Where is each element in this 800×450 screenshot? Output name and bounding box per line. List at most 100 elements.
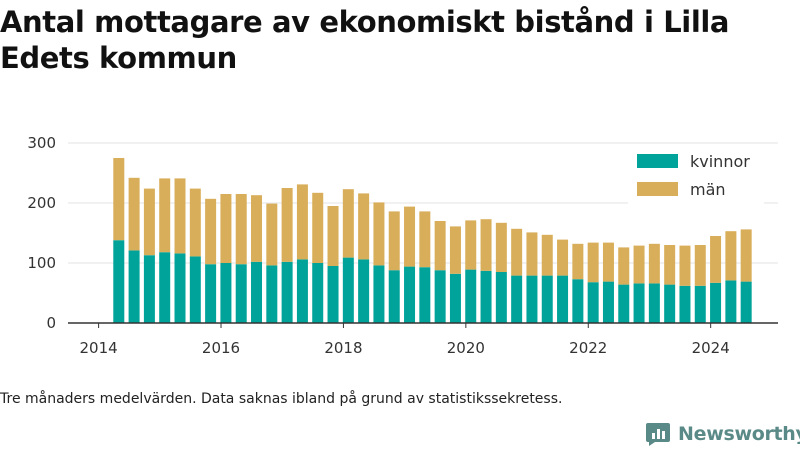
x-tick-label: 2020 bbox=[447, 339, 485, 357]
bar-kvinnor[interactable] bbox=[557, 275, 569, 323]
bar-kvinnor[interactable] bbox=[205, 264, 217, 323]
bar-kvinnor[interactable] bbox=[296, 259, 308, 323]
bar-man[interactable] bbox=[251, 195, 263, 262]
bar-man[interactable] bbox=[449, 226, 461, 274]
bar-man[interactable] bbox=[266, 203, 278, 266]
axes: 0 100 200 300 2014 2016 2018 2020 2022 2024 bbox=[27, 134, 778, 357]
bar-man[interactable] bbox=[526, 232, 538, 276]
bar-man[interactable] bbox=[281, 188, 293, 262]
x-tick-label: 2016 bbox=[202, 339, 240, 357]
bar-man[interactable] bbox=[557, 239, 569, 276]
bar-kvinnor[interactable] bbox=[281, 261, 293, 323]
bar-man[interactable] bbox=[602, 242, 614, 282]
bar-kvinnor[interactable] bbox=[480, 270, 492, 323]
bar-kvinnor[interactable] bbox=[572, 279, 584, 323]
bar-man[interactable] bbox=[633, 245, 645, 284]
bar-man[interactable] bbox=[679, 245, 691, 286]
bar-man[interactable] bbox=[710, 236, 722, 283]
bar-man[interactable] bbox=[373, 202, 385, 266]
bar-chart: 0 100 200 300 2014 2016 2018 2020 2022 2024 kvinn… bbox=[27, 134, 778, 357]
bar-kvinnor[interactable] bbox=[174, 253, 186, 323]
bar-kvinnor[interactable] bbox=[128, 250, 140, 323]
bar-man[interactable] bbox=[434, 221, 446, 271]
bar-kvinnor[interactable] bbox=[664, 284, 676, 323]
bar-man[interactable] bbox=[664, 245, 676, 285]
bar-kvinnor[interactable] bbox=[526, 275, 538, 323]
bar-kvinnor[interactable] bbox=[327, 266, 339, 323]
y-tick-label: 0 bbox=[46, 314, 56, 332]
bar-man[interactable] bbox=[358, 193, 370, 260]
bar-kvinnor[interactable] bbox=[159, 252, 171, 323]
bar-man[interactable] bbox=[740, 229, 752, 282]
bar-man[interactable] bbox=[235, 194, 247, 265]
x-tick-label: 2018 bbox=[324, 339, 362, 357]
bar-kvinnor[interactable] bbox=[541, 275, 553, 323]
legend-label-kvinnor: kvinnor bbox=[690, 152, 750, 171]
bar-kvinnor[interactable] bbox=[404, 266, 416, 323]
bar-man[interactable] bbox=[572, 243, 584, 280]
bar-kvinnor[interactable] bbox=[618, 284, 630, 323]
bar-man[interactable] bbox=[694, 245, 706, 286]
bar-man[interactable] bbox=[388, 211, 400, 271]
bar-man[interactable] bbox=[648, 243, 660, 284]
bar-man[interactable] bbox=[220, 194, 232, 263]
bar-kvinnor[interactable] bbox=[143, 255, 155, 323]
bar-man[interactable] bbox=[465, 220, 477, 270]
bar-kvinnor[interactable] bbox=[358, 259, 370, 323]
legend-swatch-kvinnor bbox=[637, 154, 678, 168]
bar-kvinnor[interactable] bbox=[434, 270, 446, 323]
y-tick-label: 300 bbox=[27, 134, 56, 152]
bar-series bbox=[113, 158, 752, 323]
bar-man[interactable] bbox=[327, 206, 339, 266]
bar-man[interactable] bbox=[143, 188, 155, 256]
bar-man[interactable] bbox=[541, 234, 553, 276]
bar-man[interactable] bbox=[495, 222, 507, 272]
bar-kvinnor[interactable] bbox=[113, 240, 125, 323]
bar-kvinnor[interactable] bbox=[648, 283, 660, 323]
x-tick-label: 2014 bbox=[80, 339, 118, 357]
bar-man[interactable] bbox=[312, 192, 324, 263]
bar-man[interactable] bbox=[618, 247, 630, 285]
bar-man[interactable] bbox=[587, 242, 599, 283]
bar-man[interactable] bbox=[419, 211, 431, 268]
bar-kvinnor[interactable] bbox=[235, 264, 247, 323]
bar-man[interactable] bbox=[205, 198, 217, 265]
y-tick-label: 200 bbox=[27, 194, 56, 212]
bar-kvinnor[interactable] bbox=[694, 285, 706, 323]
bar-man[interactable] bbox=[725, 231, 737, 281]
bar-man[interactable] bbox=[159, 178, 171, 253]
bar-kvinnor[interactable] bbox=[312, 263, 324, 323]
bar-kvinnor[interactable] bbox=[220, 263, 232, 323]
bar-kvinnor[interactable] bbox=[266, 265, 278, 323]
bar-kvinnor[interactable] bbox=[602, 281, 614, 323]
bar-man[interactable] bbox=[174, 178, 186, 254]
bar-man[interactable] bbox=[189, 188, 201, 257]
brand-name: Newsworthy bbox=[678, 423, 800, 445]
bar-kvinnor[interactable] bbox=[725, 280, 737, 323]
bar-kvinnor[interactable] bbox=[388, 270, 400, 323]
y-tick-label: 100 bbox=[27, 254, 56, 272]
bar-kvinnor[interactable] bbox=[495, 272, 507, 323]
bar-kvinnor[interactable] bbox=[633, 283, 645, 323]
bar-man[interactable] bbox=[296, 184, 308, 260]
bar-kvinnor[interactable] bbox=[679, 285, 691, 323]
bar-kvinnor[interactable] bbox=[189, 256, 201, 323]
bar-man[interactable] bbox=[480, 219, 492, 271]
bar-man[interactable] bbox=[342, 189, 354, 258]
bar-man[interactable] bbox=[404, 206, 416, 267]
bar-man[interactable] bbox=[113, 158, 125, 241]
bar-kvinnor[interactable] bbox=[373, 265, 385, 323]
bar-kvinnor[interactable] bbox=[251, 261, 263, 323]
bar-kvinnor[interactable] bbox=[449, 273, 461, 323]
bar-man[interactable] bbox=[128, 177, 140, 251]
newsworthy-logo-icon bbox=[646, 423, 670, 446]
bar-kvinnor[interactable] bbox=[740, 281, 752, 323]
bar-kvinnor[interactable] bbox=[710, 282, 722, 323]
bar-kvinnor[interactable] bbox=[587, 282, 599, 323]
bar-kvinnor[interactable] bbox=[465, 269, 477, 323]
bar-kvinnor[interactable] bbox=[511, 275, 523, 323]
bar-man[interactable] bbox=[511, 228, 523, 276]
newsworthy-logo[interactable]: Newsworthy bbox=[645, 420, 800, 448]
bar-kvinnor[interactable] bbox=[419, 267, 431, 323]
bar-kvinnor[interactable] bbox=[342, 257, 354, 323]
